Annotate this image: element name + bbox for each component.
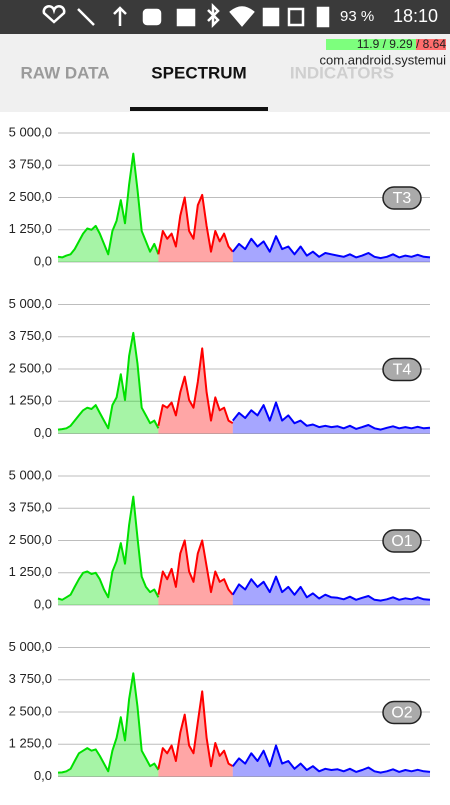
area [58, 332, 159, 434]
spectrum-line [57, 672, 160, 774]
area [232, 745, 430, 777]
y-tick-label: 5 000,0 [9, 639, 52, 654]
spectrum-line [157, 347, 234, 427]
spectrum-line [232, 401, 431, 431]
overlay-bar-red [416, 39, 446, 50]
overlay-app: com.android.systemui [320, 52, 447, 67]
spectrum-line [57, 152, 160, 259]
y-tick-label: 0,0 [34, 253, 52, 268]
area [58, 496, 159, 605]
y-tick-label: 1 250,0 [9, 736, 52, 751]
tab[interactable]: INDICATORS [290, 63, 394, 82]
channel-label: T3 [393, 190, 412, 207]
y-tick-label: 3 750,0 [9, 671, 52, 686]
spectrum-line [157, 539, 234, 596]
channel-label: O1 [391, 533, 412, 550]
clock: 18:10 [393, 6, 438, 26]
y-tick-label: 3 750,0 [9, 328, 52, 343]
tab-indicator [130, 107, 268, 111]
y-tick-label: 5 000,0 [9, 467, 52, 482]
y-tick-label: 3 750,0 [9, 157, 52, 172]
y-tick-label: 1 250,0 [9, 564, 52, 579]
y-tick-label: 5 000,0 [9, 296, 52, 311]
spectrum-line [57, 331, 160, 431]
status-icons [42, 2, 330, 29]
spectrum-line [231, 575, 431, 602]
area [232, 402, 430, 434]
y-tick-label: 3 750,0 [9, 500, 52, 515]
channel-badge [382, 186, 422, 210]
tab[interactable]: RAW DATA [20, 63, 109, 82]
channel-badge [382, 529, 422, 553]
spectrum-line [157, 193, 234, 255]
y-tick-label: 0,0 [34, 768, 52, 783]
y-tick-label: 1 250,0 [9, 221, 52, 236]
status-bar [0, 0, 450, 34]
overlay-stats: 11.9 / 9.29 / 8.64 [357, 37, 447, 51]
y-tick-label: 2 500,0 [9, 360, 52, 375]
spectrum-line [57, 495, 160, 601]
battery-level: 93 % [340, 8, 374, 25]
y-tick-label: 2 500,0 [9, 703, 52, 718]
channel-badge [382, 700, 422, 725]
overlay-bar-green [326, 39, 416, 50]
y-tick-label: 2 500,0 [9, 532, 52, 547]
spectrum-line [232, 744, 431, 774]
spectrum-line [157, 690, 234, 770]
tab-active[interactable]: SPECTRUM [151, 63, 246, 82]
y-tick-label: 1 250,0 [9, 393, 52, 408]
area [58, 153, 159, 262]
y-tick-label: 5 000,0 [9, 124, 52, 139]
area [232, 236, 430, 262]
y-tick-label: 0,0 [34, 425, 52, 440]
area [58, 673, 159, 777]
y-tick-label: 2 500,0 [9, 189, 52, 204]
channel-label: T4 [393, 362, 412, 379]
channel-badge [382, 357, 422, 382]
spectrum-line [232, 235, 431, 260]
channel-label: O2 [391, 705, 412, 722]
y-tick-label: 0,0 [34, 596, 52, 611]
area [232, 576, 430, 605]
